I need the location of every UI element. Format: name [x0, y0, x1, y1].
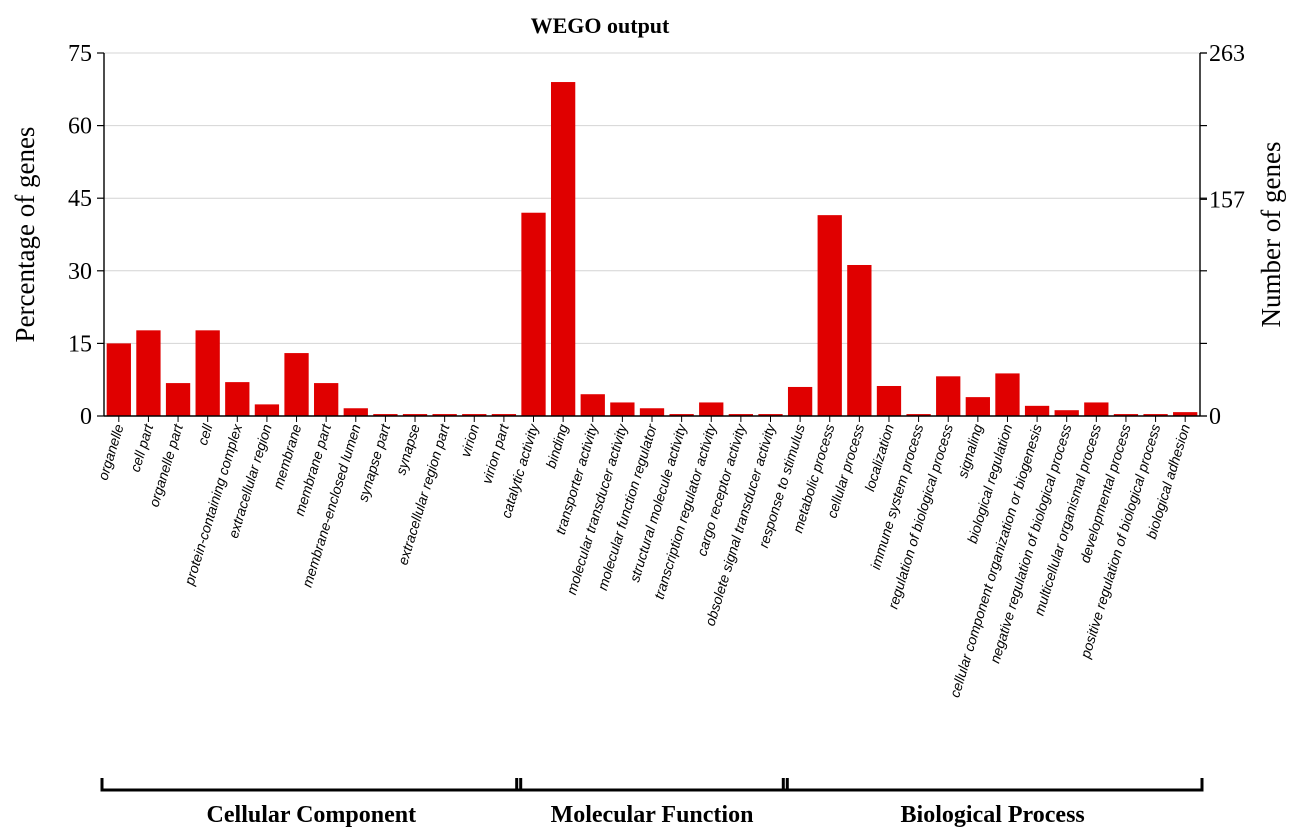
bar-35: [1143, 414, 1168, 416]
bar-24: [817, 215, 842, 416]
bar-15: [550, 82, 576, 416]
x-tick-label: synapse: [392, 422, 423, 477]
bar-9: [373, 414, 398, 416]
bar-31: [1024, 405, 1050, 416]
bar-5: [254, 404, 280, 416]
bar-11: [432, 414, 457, 416]
bar-29: [965, 397, 990, 416]
y-tick-label-right: 263: [1209, 41, 1245, 67]
bar-7: [314, 383, 339, 416]
y-tick-label-right: 0: [1209, 404, 1221, 430]
y-tick-label-left: 30: [68, 259, 92, 285]
bar-0: [106, 343, 131, 416]
y-ticks-left: 0 15 30 45 60 75: [68, 41, 104, 430]
chart-title: WEGO output: [531, 13, 670, 38]
bar-21: [728, 414, 754, 416]
bar-10: [402, 414, 428, 416]
bar-3: [195, 330, 220, 416]
group-label: Molecular Function: [551, 802, 754, 828]
y-tick-label-right: 157: [1209, 187, 1245, 213]
x-tick-label: virion: [457, 422, 482, 459]
bar-8: [343, 408, 368, 416]
x-tick-label: binding: [543, 422, 572, 470]
bar-2: [165, 383, 191, 416]
y-tick-label-left: 60: [68, 114, 92, 140]
bar-6: [284, 353, 309, 416]
bar-30: [995, 373, 1020, 416]
axes: [103, 53, 1201, 422]
category-groups: Cellular Component Molecular Function Biol…: [100, 778, 1204, 828]
y-tick-label-left: 0: [80, 404, 92, 430]
x-tick-label: signaling: [954, 422, 986, 480]
bar-28: [936, 376, 961, 416]
bar-17: [610, 402, 635, 416]
grid-lines: [104, 52, 1200, 344]
bar-25: [847, 264, 872, 416]
group-bracket: [515, 778, 789, 792]
bar-16: [580, 394, 605, 416]
y-axis-label-right: Number of genes: [1256, 142, 1286, 328]
bar-13: [491, 414, 517, 416]
bars: [106, 82, 1198, 416]
bar-26: [876, 385, 902, 416]
bar-22: [758, 414, 783, 416]
x-tick-label: cell part: [127, 421, 157, 474]
x-tick-label: membrane: [270, 422, 305, 491]
bar-33: [1084, 402, 1109, 416]
bar-19: [669, 414, 694, 416]
bar-34: [1113, 414, 1139, 416]
group-label: Biological Process: [901, 802, 1085, 828]
bar-23: [787, 386, 813, 416]
bar-4: [225, 382, 250, 416]
group-bracket: [781, 778, 1204, 792]
group-bracket: [100, 778, 523, 792]
bar-12: [462, 414, 487, 416]
x-tick-label: organelle: [95, 422, 127, 482]
bar-20: [699, 402, 724, 416]
group-label: Cellular Component: [207, 802, 417, 828]
bar-18: [639, 408, 665, 416]
bar-1: [136, 330, 161, 416]
y-tick-label-left: 45: [68, 186, 92, 212]
y-axis-label-left: Percentage of genes: [10, 127, 40, 343]
bar-27: [906, 414, 931, 416]
bar-36: [1173, 412, 1198, 416]
x-tick-label: cell: [194, 421, 216, 447]
bar-14: [521, 212, 546, 416]
y-tick-label-left: 15: [68, 331, 92, 357]
y-tick-label-left: 75: [68, 41, 92, 67]
x-tick-label: virion part: [478, 421, 512, 486]
bar-32: [1054, 410, 1079, 416]
y-ticks-right: 0 157 263: [1200, 41, 1245, 430]
x-tick-label: localization: [861, 422, 897, 493]
